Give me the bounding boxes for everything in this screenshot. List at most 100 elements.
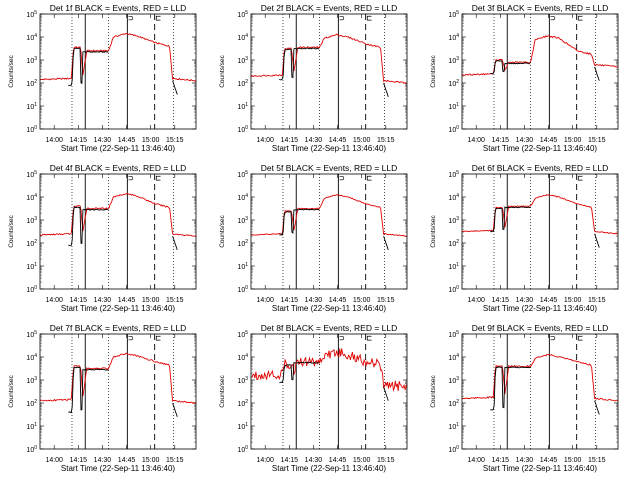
- top-mark: ⊏: [366, 174, 371, 184]
- x-tick-label: 15:15: [166, 457, 184, 464]
- lld-series-line: [39, 192, 196, 237]
- top-mark: ⊃: [339, 174, 344, 184]
- x-tick-label: 15:00: [142, 297, 160, 304]
- plot-frame: [250, 333, 408, 450]
- events-series-line: [68, 206, 109, 246]
- y-tick-label: 105: [237, 170, 248, 179]
- y-tick-label: 101: [26, 262, 37, 271]
- x-tick-label: 14:00: [467, 457, 485, 464]
- lld-series-line: [250, 33, 408, 85]
- events-series-line: [490, 206, 531, 233]
- x-axis-label: Start Time (22-Sep-11 13:46:40): [272, 304, 386, 313]
- panel-title: Det 6f BLACK = Events, RED = LLD: [472, 163, 609, 173]
- top-mark: ⊃: [128, 334, 133, 344]
- y-tick-label: 100: [26, 445, 37, 454]
- y-tick-label: 102: [26, 239, 37, 248]
- y-tick-label: 100: [26, 285, 37, 294]
- y-tick-label: 105: [26, 330, 37, 339]
- plot-frame: [461, 173, 619, 290]
- y-tick-label: 103: [448, 376, 459, 385]
- events-series-line: [279, 47, 320, 81]
- x-tick-label: 14:45: [329, 137, 347, 144]
- x-tick-label: 14:30: [94, 457, 112, 464]
- x-tick-label: 14:30: [305, 137, 323, 144]
- y-tick-label: 100: [448, 285, 459, 294]
- top-mark: ⊏: [366, 334, 371, 344]
- panel-3: Det 3f BLACK = Events, RED = LLD 100 101 10…: [430, 3, 619, 153]
- lld-series-line: [39, 33, 197, 82]
- y-axis-label: Counts/sec: [8, 374, 15, 407]
- x-tick-label: 14:00: [45, 297, 63, 304]
- y-tick-label: 102: [448, 79, 459, 88]
- y-axis-label: Counts/sec: [8, 214, 15, 247]
- y-tick-label: 101: [448, 102, 459, 111]
- plot-frame: [461, 13, 619, 130]
- y-tick-label: 103: [448, 56, 459, 65]
- y-tick-label: 104: [26, 353, 37, 362]
- x-tick-label: 15:15: [588, 297, 606, 304]
- x-tick-label: 14:15: [492, 457, 510, 464]
- y-axis-label: Counts/sec: [430, 54, 437, 87]
- y-tick-label: 102: [448, 399, 459, 408]
- top-mark: ⊃: [128, 174, 133, 184]
- y-tick-label: 102: [26, 79, 37, 88]
- panel-1: Det 1f BLACK = Events, RED = LLD 100 101 10…: [8, 3, 197, 153]
- plot-frame: [461, 333, 619, 450]
- y-tick-label: 105: [26, 170, 37, 179]
- x-axis-label: Start Time (22-Sep-11 13:46:40): [61, 304, 175, 313]
- events-series-tail: [594, 400, 600, 415]
- top-mark: ⊏: [155, 174, 160, 184]
- x-tick-label: 14:15: [281, 137, 299, 144]
- x-tick-label: 14:30: [516, 137, 534, 144]
- panel-title: Det 4f BLACK = Events, RED = LLD: [50, 163, 187, 173]
- panel-8: Det 8f BLACK = Events, RED = LLD 100 101 10…: [219, 323, 408, 473]
- y-tick-label: 104: [26, 193, 37, 202]
- top-mark: ⊃: [339, 334, 344, 344]
- lld-series-line: [250, 348, 408, 392]
- panel-title: Det 1f BLACK = Events, RED = LLD: [50, 3, 187, 13]
- x-tick-label: 15:15: [377, 457, 395, 464]
- panel-title: Det 2f BLACK = Events, RED = LLD: [261, 3, 398, 13]
- y-tick-label: 103: [237, 216, 248, 225]
- y-tick-label: 102: [26, 399, 37, 408]
- events-series-tail: [383, 82, 389, 97]
- events-series-tail: [172, 402, 178, 417]
- x-tick-label: 14:30: [516, 297, 534, 304]
- y-axis-label: Counts/sec: [219, 374, 226, 407]
- y-tick-label: 101: [26, 422, 37, 431]
- y-tick-label: 100: [26, 125, 37, 134]
- x-tick-label: 14:45: [540, 137, 558, 144]
- x-tick-label: 15:00: [564, 457, 582, 464]
- x-tick-label: 14:00: [467, 297, 485, 304]
- x-tick-label: 14:00: [467, 137, 485, 144]
- lld-series-line: [250, 194, 408, 238]
- y-tick-label: 103: [237, 56, 248, 65]
- x-axis-label: Start Time (22-Sep-11 13:46:40): [272, 464, 386, 473]
- x-tick-label: 14:15: [281, 297, 299, 304]
- x-tick-label: 14:15: [70, 457, 88, 464]
- lld-series-line: [39, 352, 197, 405]
- y-tick-label: 102: [237, 239, 248, 248]
- lld-series-line: [461, 35, 619, 76]
- y-tick-label: 100: [237, 125, 248, 134]
- x-tick-label: 14:30: [94, 297, 112, 304]
- x-tick-label: 14:00: [256, 297, 274, 304]
- top-mark: ⊃: [550, 334, 555, 344]
- y-tick-label: 100: [237, 445, 248, 454]
- events-series-tail: [383, 235, 389, 251]
- top-mark: ⊏: [577, 334, 582, 344]
- x-tick-label: 14:15: [281, 457, 299, 464]
- x-tick-label: 14:45: [329, 297, 347, 304]
- panel-title: Det 8f BLACK = Events, RED = LLD: [261, 323, 398, 333]
- x-tick-label: 14:00: [256, 457, 274, 464]
- y-tick-label: 101: [237, 262, 248, 271]
- plot-frame: [39, 173, 197, 290]
- x-tick-label: 14:45: [118, 297, 136, 304]
- events-series-line: [490, 366, 531, 411]
- y-tick-label: 105: [237, 330, 248, 339]
- x-tick-label: 14:00: [45, 457, 63, 464]
- top-mark: ⊃: [128, 14, 133, 24]
- top-mark: ⊏: [577, 14, 582, 24]
- x-tick-label: 14:00: [45, 137, 63, 144]
